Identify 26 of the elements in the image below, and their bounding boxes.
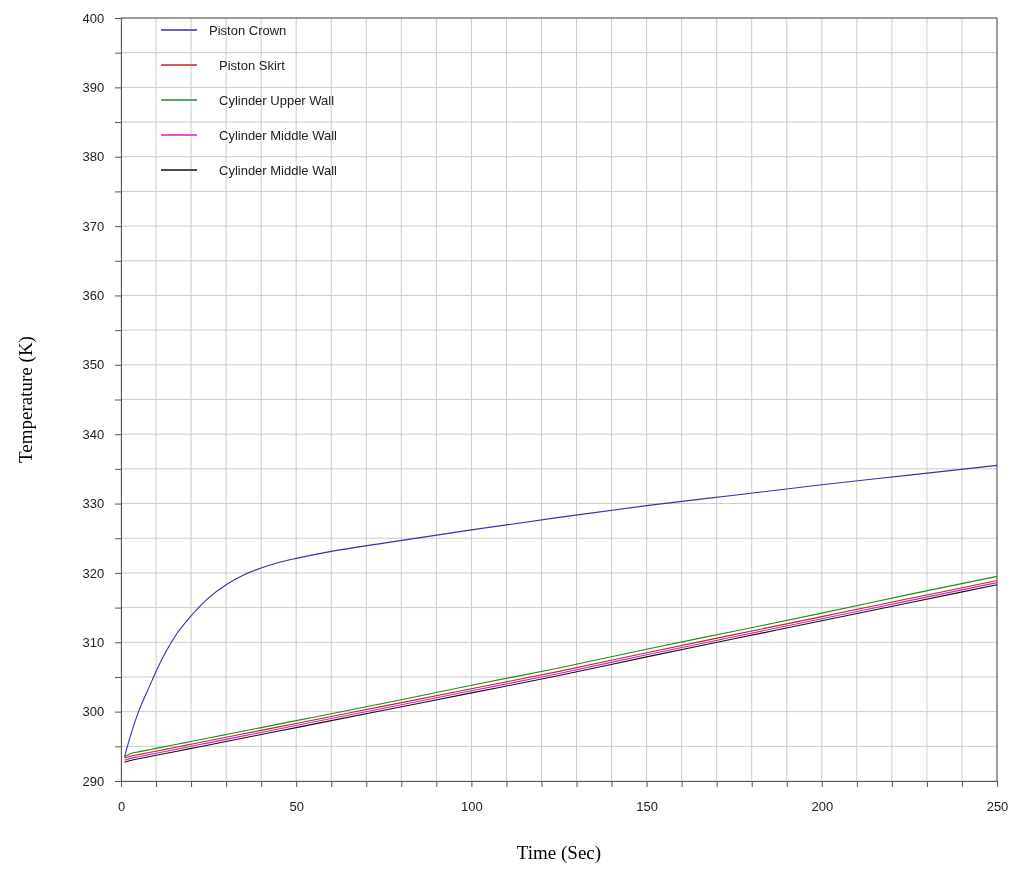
x-tick-label: 100 xyxy=(461,798,483,814)
x-tick-label: 0 xyxy=(117,798,126,814)
line-series xyxy=(123,464,998,758)
y-tick-label: 400 xyxy=(82,10,105,26)
x-axis-title: Time (Sec) xyxy=(516,842,602,864)
legend-label: Cylinder Middle Wall xyxy=(219,163,338,178)
x-tick-label: 50 xyxy=(289,798,304,814)
y-tick-label: 380 xyxy=(82,149,105,165)
x-tick-label: 200 xyxy=(811,798,834,814)
y-tick-label: 390 xyxy=(82,80,105,96)
legend-label: Cylinder Upper Wall xyxy=(219,93,335,108)
y-tick-label: 340 xyxy=(82,426,105,442)
y-axis-title: Temperature (K) xyxy=(15,336,37,463)
y-tick-label: 320 xyxy=(82,565,105,581)
y-tick-label: 330 xyxy=(82,496,105,512)
y-tick-label: 370 xyxy=(82,218,105,234)
y-tick-label: 360 xyxy=(82,288,105,304)
y-tick-label: 300 xyxy=(82,704,105,720)
y-tick-label: 310 xyxy=(82,634,105,650)
x-tick-label: 150 xyxy=(636,798,658,814)
y-tick-label: 350 xyxy=(82,357,105,373)
legend-label: Cylinder Middle Wall xyxy=(219,128,338,143)
y-tick-label: 290 xyxy=(82,773,105,789)
legend-label: Piston Skirt xyxy=(219,58,286,73)
legend-label: Piston Crown xyxy=(209,23,287,38)
x-tick-label: 250 xyxy=(986,798,1009,814)
